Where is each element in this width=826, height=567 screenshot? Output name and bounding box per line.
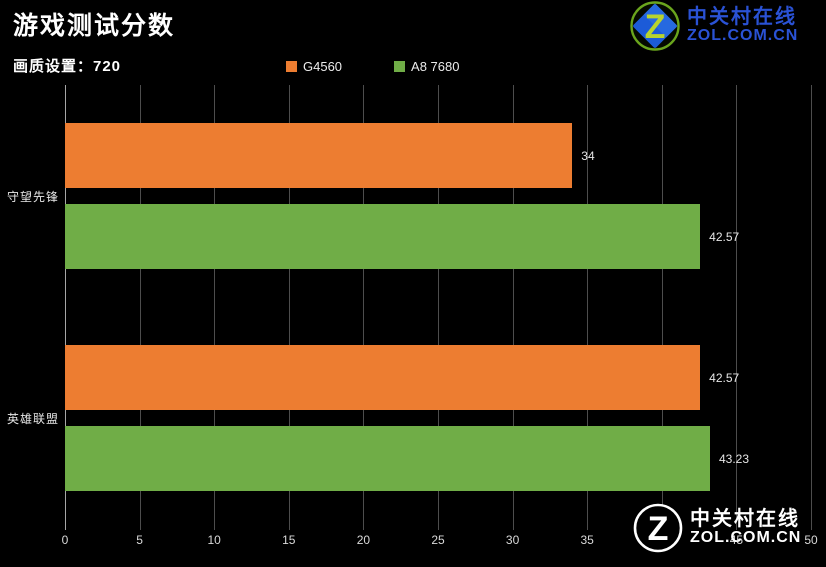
bar-A87680-1 [65, 426, 710, 491]
x-tick-label-20: 20 [356, 533, 371, 547]
zol-logo-text: 中关村在线 ZOL.COM.CN [687, 7, 798, 45]
legend-swatch-A87680 [394, 61, 406, 72]
x-tick-label-15: 15 [282, 533, 296, 547]
x-tick-label-30: 30 [505, 533, 520, 547]
gridline-5 [139, 85, 141, 530]
gridline-50 [811, 85, 812, 530]
legend-label-A87680: A8 7680 [411, 59, 460, 74]
chart-title: 游戏测试分数 [13, 12, 176, 40]
gridline-15 [288, 85, 290, 530]
x-tick-label-10: 10 [207, 533, 221, 547]
zol-z-icon: Z [630, 1, 680, 51]
bar-G4560-1 [65, 345, 701, 410]
category-label-1: 英雄联盟 [6, 412, 59, 426]
gridline-30 [512, 85, 514, 530]
zol-watermark-name-cn: 中关村在线 [690, 508, 800, 531]
gridline-35 [587, 85, 589, 530]
zol-logo-name-cn: 中关村在线 [687, 6, 797, 29]
x-tick-label-0: 0 [61, 533, 69, 547]
bar-A87680-0 [65, 204, 701, 269]
value-label-A87680-0: 42.57 [709, 229, 740, 244]
gridline-25 [438, 85, 439, 530]
value-label-A87680-1: 43.23 [718, 451, 750, 466]
legend-swatch-G4560 [286, 61, 297, 72]
zol-watermark-name-en: ZOL.COM.CN [690, 529, 802, 547]
plot-area: 34 42.57 42.57 43.23 [65, 85, 812, 530]
legend-item-A87680: A8 7680 [394, 59, 459, 74]
gridline-10 [214, 85, 216, 530]
x-tick-label-5: 5 [136, 533, 143, 547]
legend-item-G4560: G4560 [286, 59, 342, 74]
x-tick-label-35: 35 [580, 533, 594, 547]
zol-z-icon-white: Z [633, 503, 683, 553]
gridline-40 [661, 85, 663, 530]
bar-G4560-0 [65, 123, 573, 188]
x-tick-label-25: 25 [431, 533, 445, 547]
gridline-20 [363, 85, 365, 530]
gridline-45 [736, 85, 738, 530]
chart-legend: G4560 A8 7680 [286, 59, 459, 74]
zol-logo-watermark: Z 中关村在线 ZOL.COM.CN [633, 503, 801, 553]
chart-subtitle: 画质设置：720 [13, 58, 122, 75]
value-label-G4560-1: 42.57 [709, 370, 740, 385]
zol-logo-top: Z 中关村在线 ZOL.COM.CN [630, 1, 798, 51]
y-axis-line [65, 85, 66, 530]
zol-watermark-text: 中关村在线 ZOL.COM.CN [690, 509, 801, 547]
svg-text:Z: Z [645, 8, 666, 46]
category-label-0: 守望先锋 [6, 190, 59, 204]
x-tick-label-50: 50 [804, 533, 818, 547]
legend-label-G4560: G4560 [303, 59, 343, 74]
svg-text:Z: Z [648, 510, 669, 548]
zol-logo-name-en: ZOL.COM.CN [687, 27, 799, 45]
value-label-G4560-0: 34 [581, 148, 595, 163]
x-tick-label-45: 45 [729, 533, 744, 547]
